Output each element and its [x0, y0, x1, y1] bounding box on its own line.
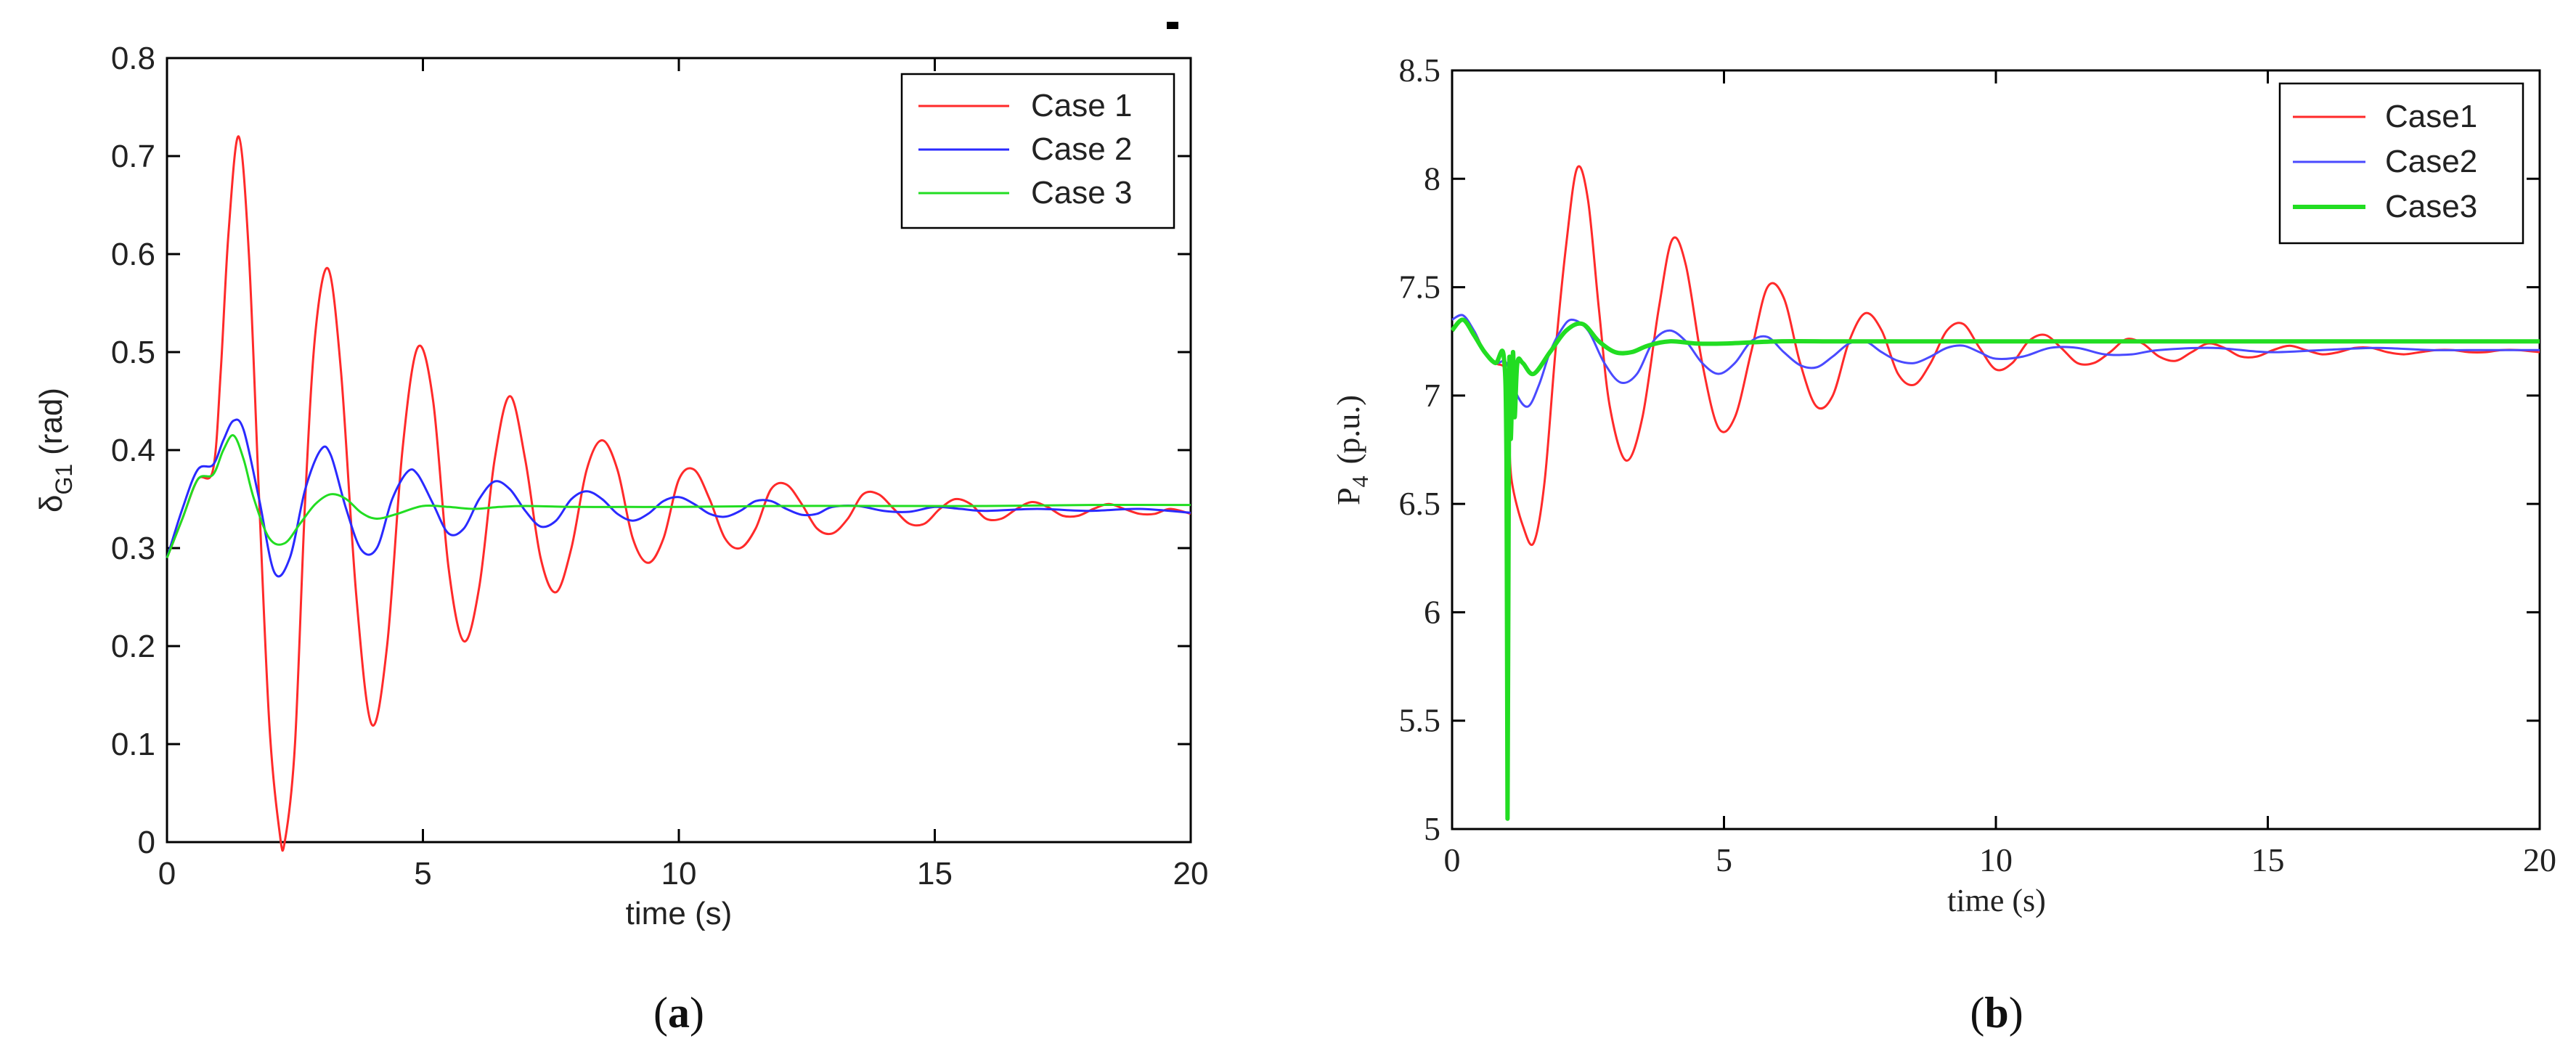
chart-a-y-tick-label: 0.7	[111, 139, 155, 174]
chart-a-x-tick-label: 10	[661, 856, 697, 891]
chart-a-x-axis: 0 5 10 15 20	[158, 58, 1209, 891]
chart-a-series-line-2	[166, 418, 1191, 578]
chart-a-y-label-unit: (rad)	[33, 388, 69, 455]
chart-a-legend-label: Case 3	[1031, 175, 1132, 211]
chart-b-x-tick-label: 5	[1716, 841, 1732, 878]
chart-b-y-tick-label: 5.5	[1399, 702, 1441, 739]
chart-b-legend-label: Case1	[2385, 99, 2477, 134]
chart-b-y-tick-label: 6.5	[1399, 485, 1441, 522]
chart-a-y-label-main: δ	[33, 495, 69, 513]
chart-a-x-label: time (s)	[626, 896, 733, 931]
chart-b-y-tick-label: 7	[1424, 377, 1440, 414]
panel-label-a: (a)	[653, 989, 704, 1037]
chart-a-legend: Case 1 Case 2 Case 3	[900, 73, 1175, 229]
chart-a-y-axis: 0 0.1 0.2 0.3 0.4 0.5 0.6 0.7 0.8	[111, 41, 1191, 860]
chart-b-y-tick-label: 7.5	[1399, 269, 1441, 306]
top-mark	[1167, 22, 1178, 29]
panel-label-b: (b)	[1970, 989, 2023, 1037]
chart-b-series-line-2	[1451, 314, 2540, 408]
chart-a-series-line-1	[166, 135, 1191, 852]
chart-b-y-tick-label: 8	[1424, 160, 1440, 197]
chart-a-y-label-sub: G1	[51, 464, 77, 495]
chart-b-y-tick-label: 8.5	[1399, 52, 1441, 89]
chart-a-y-tick-label: 0.8	[111, 41, 155, 76]
chart-b-x-tick-label: 10	[1979, 841, 2013, 878]
chart-b-series-line-3	[1450, 317, 2540, 821]
chart-b-series-line-1	[1451, 165, 2540, 546]
chart-b-x-axis: 0 5 10 15 20	[1444, 70, 2556, 878]
chart-b-y-label: P4 (p.u.)	[1331, 395, 1373, 505]
chart-a-legend-box	[900, 73, 1175, 229]
svg-text:P4(p.u.): P4 (p.u.)	[1331, 395, 1373, 505]
chart-b-x-tick-label: 0	[1444, 841, 1461, 878]
chart-b-legend-label: Case3	[2385, 189, 2477, 224]
chart-b-y-tick-label: 6	[1424, 593, 1440, 630]
chart-a-legend-label: Case 2	[1031, 131, 1132, 167]
chart-a-y-tick-label: 0	[138, 825, 155, 860]
chart-a-y-tick-label: 0.6	[111, 237, 155, 272]
chart-a-legend-label: Case 1	[1031, 88, 1132, 123]
chart-a-y-tick-label: 0.5	[111, 335, 155, 370]
chart-b-y-label-unit: (p.u.)	[1331, 395, 1366, 464]
chart-a-y-tick-label: 0.4	[111, 433, 155, 468]
chart-a-x-tick-label: 15	[917, 856, 953, 891]
chart-b-y-label-main: P	[1331, 487, 1366, 505]
chart-b-series	[1450, 165, 2540, 821]
chart-a: 0 0.1 0.2 0.3 0.4 0.5 0.6 0.7 0.8 0 5 10 15 20 time …	[33, 41, 1208, 1037]
chart-a-y-tick-label: 0.1	[111, 727, 155, 762]
chart-a-y-tick-label: 0.2	[111, 629, 155, 664]
chart-b-legend-label: Case2	[2385, 144, 2477, 179]
svg-text:δG1(rad): δG1 (rad)	[33, 388, 77, 513]
chart-b-x-tick-label: 15	[2251, 841, 2285, 878]
chart-a-y-tick-label: 0.3	[111, 531, 155, 566]
chart-b-y-label-sub: 4	[1347, 475, 1373, 487]
chart-a-x-tick-label: 0	[158, 856, 176, 891]
chart-b-x-tick-label: 20	[2523, 841, 2556, 878]
chart-b-x-label: time (s)	[1947, 883, 2046, 918]
chart-a-x-tick-label: 5	[414, 856, 431, 891]
chart-a-series-line-3	[166, 434, 1191, 559]
chart-b-legend: Case1 Case2 Case3	[2278, 82, 2524, 245]
chart-b: 55.566.577.588.5 0 5 10 15 20 time (s) P4(p.…	[1331, 52, 2556, 1037]
chart-b-y-axis: 5 5.5 6 6.5 7 7.5 8 8.5	[1399, 52, 2540, 847]
chart-a-series	[166, 135, 1191, 852]
chart-a-y-label: δG1 (rad)	[33, 388, 77, 513]
chart-a-x-tick-label: 20	[1173, 856, 1209, 891]
chart-b-y-tick-label: 5	[1424, 810, 1440, 847]
chart-b-legend-box	[2278, 82, 2524, 245]
